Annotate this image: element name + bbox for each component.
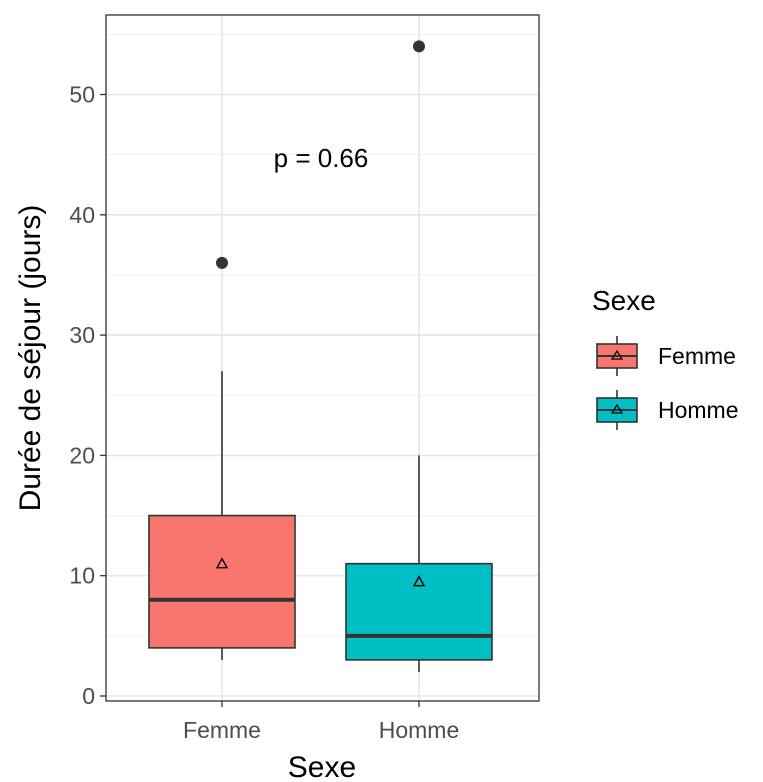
p-value-annotation: p = 0.66 (274, 143, 369, 173)
x-axis: Femme Homme (183, 701, 459, 743)
boxes (148, 40, 493, 672)
mean-marker (215, 557, 229, 569)
y-tick-label: 10 (69, 563, 95, 589)
outlier-point (413, 40, 425, 53)
legend-label: Homme (658, 397, 739, 423)
box-homme (345, 40, 493, 672)
legend-item-femme: Femme (596, 336, 736, 376)
y-tick-label: 50 (69, 82, 95, 108)
x-axis-title: Sexe (288, 751, 356, 782)
legend-key-mean (610, 403, 624, 414)
legend-label: Femme (658, 343, 736, 369)
legend-item-homme: Homme (596, 390, 739, 430)
x-tick-label: Femme (183, 717, 261, 743)
y-axis: 0 10 20 30 40 50 (69, 82, 106, 709)
box-body (148, 514, 296, 649)
x-tick-label: Homme (379, 717, 460, 743)
y-tick-label: 20 (69, 442, 95, 468)
legend-title: Sexe (592, 285, 656, 316)
legend: Sexe Femme Homme (592, 285, 739, 430)
y-axis-title: Durée de séjour (jours) (14, 205, 47, 512)
box-femme (148, 256, 296, 660)
panel-border (105, 14, 540, 702)
outlier-point (216, 256, 228, 269)
y-tick-label: 30 (69, 322, 95, 348)
mean-marker (412, 575, 426, 587)
y-tick-label: 40 (69, 202, 95, 228)
legend-key-mean (610, 349, 624, 360)
box-body (345, 562, 493, 661)
y-tick-label: 0 (82, 683, 95, 709)
